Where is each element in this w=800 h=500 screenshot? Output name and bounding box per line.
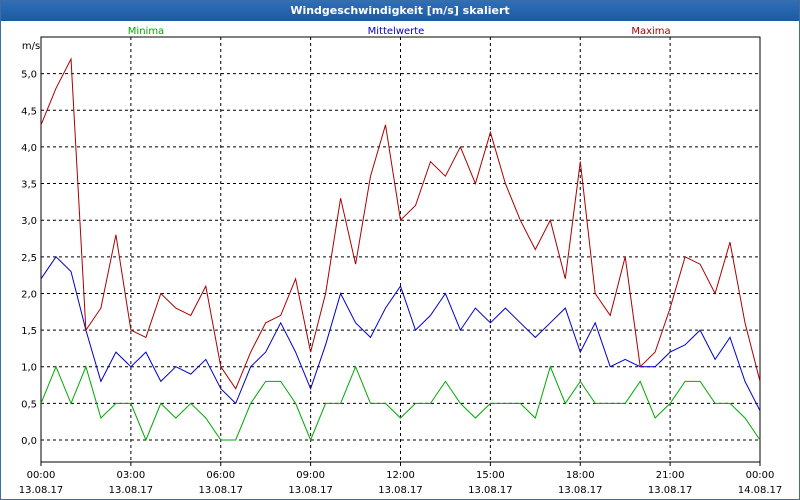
y-tick-label: 2,5 [21,253,37,264]
y-axis-label: m/s [22,41,40,52]
y-tick-label: 3,0 [21,216,37,227]
x-tick-date-label: 13.08.17 [19,485,64,496]
series-line-minima [40,365,761,442]
y-tick-label: 0,0 [21,436,37,447]
x-tick-time-label: 12:00 [386,470,415,481]
x-tick-date-label: 13.08.17 [558,485,603,496]
legend-item-minima: Minima [128,26,164,37]
series-line-maxima [40,57,761,390]
x-tick-time-label: 21:00 [656,470,685,481]
x-tick-date-label: 13.08.17 [109,485,154,496]
wind-speed-chart: 0,0 0,5 1,0 1,5 2,0 2,5 3,0 3,5 4,0 4,5 5,0 00:00 13… [19,26,783,496]
x-tick-date-label: 13.08.17 [468,485,513,496]
y-tick-label: 2,0 [21,289,37,300]
x-tick-date-label: 13.08.17 [378,485,423,496]
x-tick-date-label: 14.08.17 [738,485,783,496]
x-tick-time-label: 09:00 [296,470,325,481]
y-tick-label: 1,5 [21,326,37,337]
y-tick-label: 3,5 [21,180,37,191]
y-tick-label: 4,5 [21,106,37,117]
x-tick-time-label: 00:00 [27,470,56,481]
x-tick-date-label: 13.08.17 [198,485,243,496]
legend-item-mittelwerte: Mittelwerte [368,26,425,37]
x-tick-time-label: 06:00 [206,470,235,481]
x-tick-time-label: 00:00 [746,470,775,481]
y-tick-label: 1,0 [21,363,37,374]
x-tick-time-label: 18:00 [566,470,595,481]
y-tick-label: 4,0 [21,143,37,154]
x-tick-date-label: 13.08.17 [288,485,333,496]
x-tick-time-label: 15:00 [476,470,505,481]
y-tick-label: 5,0 [21,70,37,81]
window-title: Windgeschwindigkeit [m/s] skaliert [1,1,799,21]
legend-item-maxima: Maxima [631,26,670,37]
y-tick-label: 0,5 [21,399,37,410]
x-tick-time-label: 03:00 [116,470,145,481]
x-tick-date-label: 13.08.17 [648,485,693,496]
